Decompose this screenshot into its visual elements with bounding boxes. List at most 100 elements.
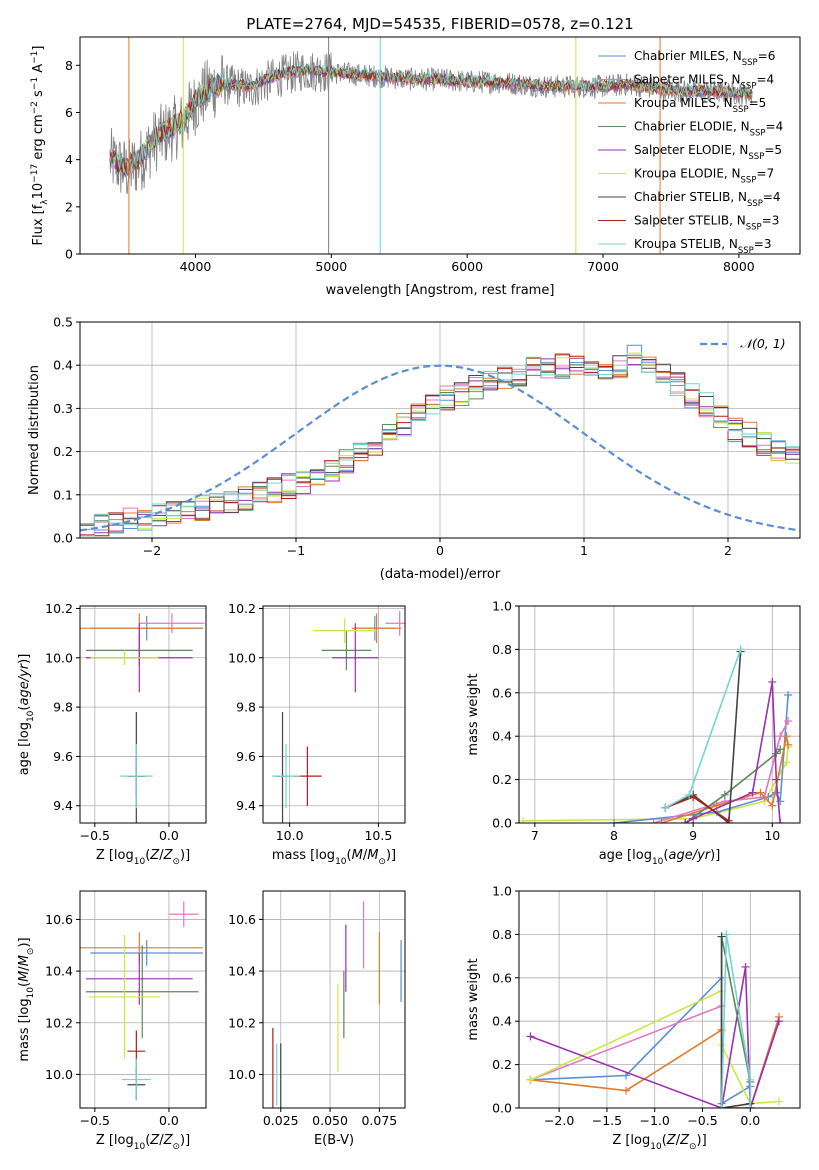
weight-vs-age-marker [724, 816, 733, 823]
spectrum-y-label-part: erg cm [31, 114, 46, 163]
age-vs-mass-plot-area [271, 610, 405, 823]
weight-vs-age-marker [657, 819, 666, 823]
age-vs-mass-x-label-part: )] [386, 848, 396, 863]
legend-label-value: =4 [763, 190, 781, 204]
legend-label-text: Kroupa MILES, N [634, 96, 733, 110]
residuals-y-tick-label: 0.3 [53, 401, 73, 416]
age-vs-mass-x-label-part: / [363, 848, 368, 863]
weight-vs-age-marker [720, 790, 729, 799]
weight-vs-Z-y-tick-label: 0.6 [492, 970, 512, 985]
weight-vs-age-marker [689, 814, 698, 823]
age-vs-Z-x-label-part: Z [163, 848, 174, 863]
weight-vs-age-marker [736, 645, 745, 654]
residual-hist-salpeter-stelib [80, 354, 800, 537]
age-vs-mass-x-label-part: ⊙ [378, 857, 386, 867]
mass-vs-EBV-y-tick-label: 10.2 [228, 1015, 256, 1030]
residuals-y-tick-label: 0.2 [53, 444, 73, 459]
residuals-x-tick-label: 2 [724, 543, 732, 558]
figure-title: PLATE=2764, MJD=54535, FIBERID=0578, z=0… [246, 15, 633, 33]
weight-vs-Z-axes: −2.0 −1.5 −1.0 −0.5 0.0 0.0 0.2 0.4 0.6 0.8 1.0 Z [… [466, 884, 801, 1152]
age-vs-Z-y-label-part: )] [17, 654, 32, 664]
weight-vs-Z-x-tick-label: 0.0 [740, 1113, 760, 1128]
weight-vs-age-marker [756, 788, 765, 797]
weight-vs-Z-frame [518, 890, 801, 1109]
age-vs-mass-y-tick-label: 10.0 [228, 650, 256, 665]
weight-vs-Z-marker [717, 1104, 726, 1108]
weight-vs-Z-marker [774, 1097, 783, 1106]
age-vs-mass-x-label-part: ( [347, 848, 352, 863]
weight-vs-age-marker [609, 819, 618, 823]
weight-vs-age-line-salpeter-elodie [684, 681, 781, 823]
mass-vs-Z-x-label: Z [log10(Z/Z⊙)] [96, 1133, 190, 1152]
mass-vs-EBV-y-tick-label: 10.6 [228, 912, 256, 927]
legend-label-sub: SSP [746, 223, 762, 233]
weight-vs-age-y-tick-label: 0.2 [492, 772, 512, 787]
legend-label-sub: SSP [741, 82, 757, 92]
spectrum-y-label-part: Flux [f [31, 204, 46, 245]
mass-vs-Z-y-label-part: M [17, 971, 32, 982]
weight-vs-Z-marker [746, 1075, 755, 1084]
age-vs-mass-x-label: mass [log10(M/M⊙)] [272, 848, 396, 867]
weight-vs-Z-marker [526, 1075, 535, 1084]
weight-vs-age-marker [685, 790, 694, 799]
weight-vs-age-x-tick-label: 8 [610, 828, 618, 843]
spectrum-x-tick-label: 4000 [180, 259, 212, 274]
age-vs-mass-x-label-part: mass [log [272, 848, 335, 863]
residuals-y-tick-label: 0.1 [53, 487, 73, 502]
mass-vs-Z-x-label-part: Z [log [96, 1133, 134, 1148]
weight-vs-age-marker [748, 788, 757, 797]
spectrum-y-label-part: −17 [30, 164, 40, 183]
weight-vs-age-marker [776, 819, 785, 823]
mass-vs-Z-y-label-part: M [17, 955, 32, 966]
weight-vs-Z-y-label-part: mass weight [466, 958, 481, 1040]
spectrum-model-chabrier-stelib [109, 64, 753, 176]
legend-label-value: =7 [756, 167, 774, 181]
legend-label-value: =3 [754, 237, 772, 251]
weight-vs-age-x-tick-label: 10 [764, 828, 780, 843]
mass-vs-Z-y-tick-label: 10.6 [45, 912, 73, 927]
residuals-y-label: Normed distribution [27, 365, 42, 495]
legend-label-sub: SSP [742, 58, 758, 68]
spectrum-x-tick-label: 6000 [451, 259, 483, 274]
weight-vs-age-line-chabrier-miles [613, 694, 789, 823]
weight-vs-age-y-tick-label: 0.8 [492, 642, 512, 657]
age-vs-mass-y-tick-label: 9.8 [236, 700, 256, 715]
mass-vs-Z-y-tick-label: 10.4 [45, 964, 73, 979]
mass-vs-EBV-frame [262, 890, 406, 1109]
weight-vs-age-y-label: mass weight [466, 673, 481, 755]
mass-vs-Z-plot-area [80, 901, 204, 1101]
legend-label-sub: SSP [738, 246, 754, 256]
mass-vs-EBV-plot-area [272, 901, 402, 1108]
mass-vs-Z-y-label: mass [log10(M/M⊙)] [17, 937, 36, 1061]
spectrum-model-kroupa-stelib [109, 63, 753, 178]
spectrum-y-label-part: A [31, 64, 46, 77]
mass-vs-Z-x-label-part: 10 [134, 1142, 146, 1152]
age-vs-Z-x-label-part: Z [log [96, 848, 134, 863]
residuals-y-tick-label: 0.0 [53, 531, 73, 546]
mass-vs-Z-x-label-part: Z [149, 1133, 160, 1148]
spectrum-x-label: wavelength [Angstrom, rest frame] [326, 283, 555, 298]
legend-label-text: Chabrier STELIB, N [634, 190, 747, 204]
weight-vs-age-marker [768, 677, 777, 686]
legend-label-text: Chabrier MILES, N [634, 49, 742, 63]
age-vs-Z-y-tick-label: 10.0 [45, 650, 73, 665]
residual-legend: 𝒩(0, 1) [700, 336, 786, 351]
weight-vs-age-x-label-part: )] [710, 848, 720, 863]
weight-vs-Z-y-tick-label: 0.0 [492, 1101, 512, 1116]
weight-vs-Z-x-label-part: Z [666, 1133, 677, 1148]
mass-vs-EBV-x-tick-label: 0.050 [312, 1113, 348, 1128]
age-vs-mass-x-label-part: 10 [335, 857, 347, 867]
spectrum-y-label-part: λ [40, 199, 50, 205]
weight-vs-Z-marker [526, 1032, 535, 1041]
legend-label-sub: SSP [748, 152, 764, 162]
weight-vs-age-marker [784, 740, 793, 749]
legend-label-text: Chabrier ELODIE, N [634, 120, 750, 134]
spectrum-legend-label: Kroupa STELIB, NSSP=3 [634, 237, 772, 256]
weight-vs-Z-x-label-part: / [676, 1133, 681, 1148]
residual-hist-kroupa-stelib [80, 355, 800, 537]
spectrum-y-tick-label: 0 [65, 247, 73, 262]
legend-label-value: =5 [749, 96, 767, 110]
spectrum-plot-area [109, 37, 753, 254]
